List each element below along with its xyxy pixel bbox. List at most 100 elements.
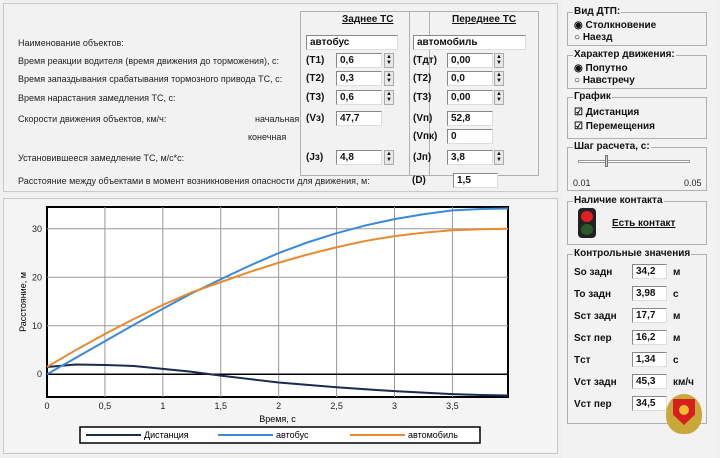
control-unit: с: [673, 289, 679, 300]
radio-oncoming[interactable]: ○ Навстречу: [574, 75, 635, 86]
checkbox-distance-label: Дистанция: [585, 107, 640, 118]
rear-code: (Vз): [306, 113, 325, 124]
control-unit: м: [673, 267, 681, 278]
checkbox-displacement-label: Перемещения: [585, 121, 656, 132]
series-line-2: [46, 227, 509, 368]
front-input[interactable]: 0,0: [447, 71, 493, 86]
control-label: Sст задн: [574, 311, 617, 322]
control-value: 34,5: [632, 396, 667, 411]
front-code: (Jп): [413, 152, 432, 163]
rear-code: (Jз): [306, 152, 324, 163]
control-value: 3,98: [632, 286, 667, 301]
step-slider-track[interactable]: [578, 160, 690, 163]
rear-input[interactable]: автобус: [306, 35, 398, 50]
y-tick-label: 0: [37, 369, 42, 379]
rear-input[interactable]: 4,8: [336, 150, 382, 165]
radio-same-direction-label: Попутно: [585, 63, 628, 74]
param-sublabel: конечная: [248, 132, 287, 142]
emblem-icon: [666, 394, 702, 434]
checkbox-distance[interactable]: ☑ Дистанция: [574, 107, 640, 118]
rear-header: Заднее ТС: [342, 14, 394, 25]
rear-spinner[interactable]: ▲ ▼: [384, 71, 394, 86]
rear-spinner[interactable]: ▲ ▼: [384, 53, 394, 68]
plot-area: [46, 206, 509, 398]
radio-same-direction[interactable]: ◉ Попутно: [574, 63, 628, 74]
graph-group: График: [567, 91, 707, 139]
control-label: So задн: [574, 267, 613, 278]
control-label: Vст пер: [574, 399, 612, 410]
distance-input[interactable]: 1,5: [453, 173, 498, 188]
control-label: Vст задн: [574, 377, 617, 388]
legend-label: автобус: [276, 430, 309, 440]
front-header: Переднее ТС: [452, 14, 517, 25]
radio-oncoming-label: Навстречу: [582, 75, 635, 86]
param-label: Время реакции водителя (время движения д…: [18, 56, 279, 66]
front-code: (Vп): [413, 113, 433, 124]
y-tick-label: 30: [32, 224, 42, 234]
front-spinner[interactable]: ▲ ▼: [494, 53, 504, 68]
rear-input[interactable]: 0,6: [336, 90, 382, 105]
radio-collision-label: Столкновение: [585, 20, 657, 31]
rear-input[interactable]: 0,6: [336, 53, 382, 68]
rear-code: (T3): [306, 92, 325, 103]
front-code: (Tдт): [413, 55, 438, 66]
graph-title: График: [573, 91, 612, 102]
y-tick-label: 20: [32, 272, 42, 282]
crash-type-group: Вид ДТП:: [567, 6, 707, 46]
control-value: 16,2: [632, 330, 667, 345]
rear-code: (T2): [306, 73, 325, 84]
distance-label: Расстояние между объектами в момент возн…: [18, 176, 370, 186]
front-spinner[interactable]: ▲ ▼: [494, 90, 504, 105]
legend-label: Дистанция: [144, 430, 189, 440]
legend: [79, 426, 481, 444]
front-input[interactable]: 0,00: [447, 53, 493, 68]
front-input[interactable]: 52,8: [447, 111, 493, 126]
contact-link[interactable]: Есть контакт: [612, 218, 676, 229]
front-spinner[interactable]: ▲ ▼: [494, 150, 504, 165]
control-values-title: Контрольные значения: [573, 248, 692, 259]
x-tick-label: 0: [44, 401, 49, 411]
control-value: 17,7: [632, 308, 667, 323]
series-line-1: [46, 207, 509, 376]
control-label: Sст пер: [574, 333, 612, 344]
y-axis-label: Расстояние, м: [18, 272, 28, 332]
front-input[interactable]: автомобиль: [413, 35, 526, 50]
x-tick-label: 3,5: [446, 401, 459, 411]
front-spinner[interactable]: ▲ ▼: [494, 71, 504, 86]
control-unit: км/ч: [673, 377, 694, 388]
step-min: 0.01: [573, 178, 591, 188]
front-input[interactable]: 3,8: [447, 150, 493, 165]
front-input[interactable]: 0,00: [447, 90, 493, 105]
front-code: (T3): [413, 92, 432, 103]
front-input[interactable]: 0: [447, 129, 493, 144]
step-group: Шаг расчета, с:: [567, 141, 707, 191]
motion-group: Характер движения:: [567, 49, 707, 89]
param-sublabel: начальная: [255, 114, 300, 124]
traffic-light-icon: [578, 208, 596, 238]
rear-input[interactable]: 47,7: [336, 111, 382, 126]
control-unit: м: [673, 333, 681, 344]
rear-spinner[interactable]: ▲ ▼: [384, 90, 394, 105]
control-label: Tст: [574, 355, 591, 366]
x-tick-label: 1,5: [214, 401, 227, 411]
front-code: (T2): [413, 73, 432, 84]
step-slider-thumb[interactable]: [605, 155, 608, 167]
radio-collision[interactable]: ◉ Столкновение: [574, 20, 657, 31]
distance-code: (D): [412, 175, 426, 186]
radio-pedestrian[interactable]: ○ Наезд: [574, 32, 613, 43]
checkbox-displacement[interactable]: ☑ Перемещения: [574, 121, 656, 132]
control-value: 1,34: [632, 352, 667, 367]
series-line-0: [46, 363, 509, 397]
control-values-group: Контрольные значения: [567, 248, 707, 424]
x-axis-label: Время, с: [259, 414, 296, 424]
param-label: Время запаздывания срабатывания тормозно…: [18, 74, 283, 84]
contact-title: Наличие контакта: [573, 195, 664, 206]
rear-vehicle-group: [300, 11, 430, 176]
x-tick-label: 0,5: [99, 401, 112, 411]
chart: 0 0,5 1 1,5 2 2,5 3 3,5 0 10 20 30 Время, с Расстояни…: [18, 206, 509, 444]
step-max: 0.05: [684, 178, 702, 188]
rear-spinner[interactable]: ▲ ▼: [384, 150, 394, 165]
motion-title: Характер движения:: [573, 49, 676, 60]
rear-input[interactable]: 0,3: [336, 71, 382, 86]
param-label: Установившееся замедление ТС, м/с*с:: [18, 153, 185, 163]
